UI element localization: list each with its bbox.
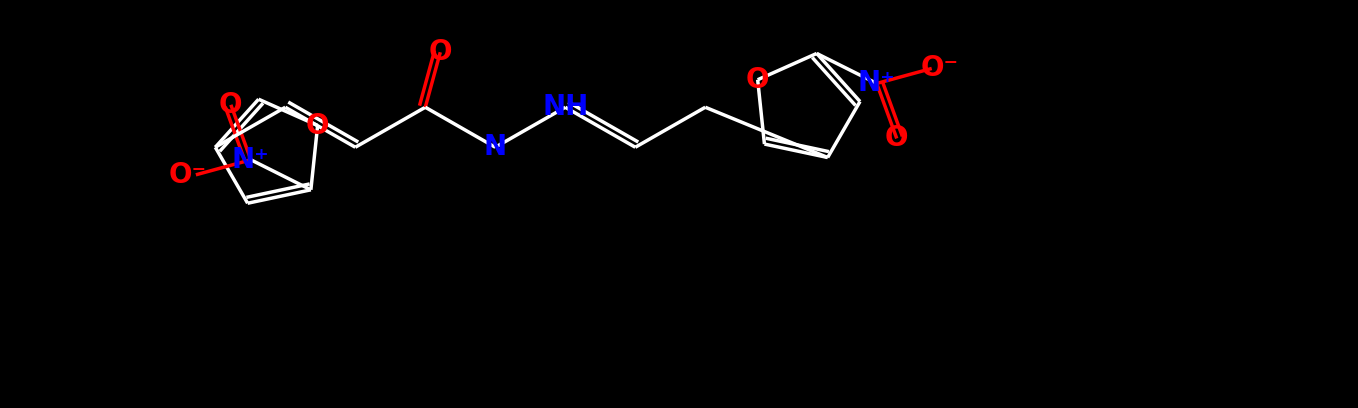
Text: O⁻: O⁻ <box>921 54 959 82</box>
Text: O: O <box>885 124 909 153</box>
Text: NH: NH <box>542 93 588 121</box>
Text: N⁺: N⁺ <box>858 69 896 98</box>
Text: O: O <box>746 66 770 94</box>
Text: O⁻: O⁻ <box>168 161 206 189</box>
Text: O: O <box>429 38 452 66</box>
Text: O: O <box>306 111 330 140</box>
Text: N: N <box>483 133 507 161</box>
Text: N⁺: N⁺ <box>232 146 270 174</box>
Text: O: O <box>219 91 243 119</box>
